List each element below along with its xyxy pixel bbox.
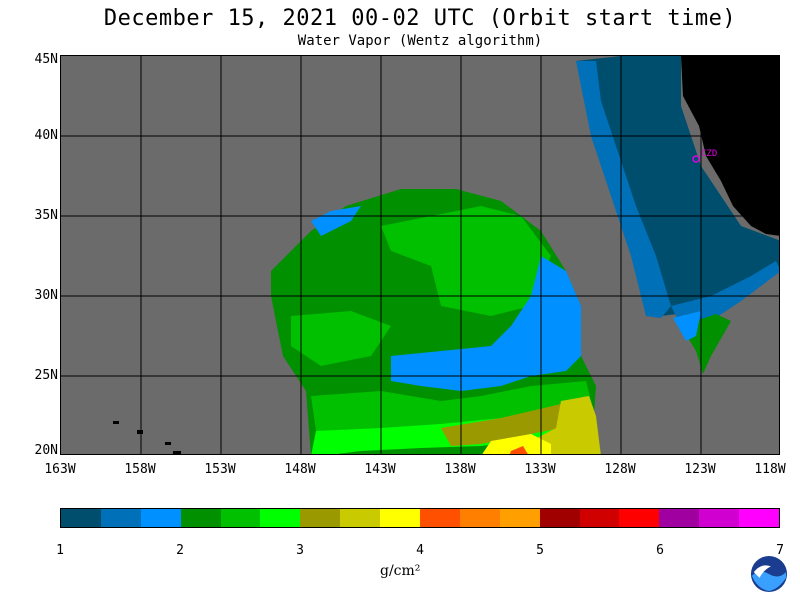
lat-label-30n: 30N — [34, 288, 58, 303]
colorbar-swatch — [260, 509, 301, 527]
noaa-logo-icon — [750, 555, 788, 593]
colorbar-swatch — [739, 509, 780, 527]
station-marker-icon — [692, 155, 700, 163]
map-canvas: CZD — [61, 56, 779, 454]
swath-region-mid-blue-tail — [671, 261, 779, 326]
graticule — [61, 56, 779, 454]
swath-region-bright-green-2 — [291, 311, 391, 366]
lat-label-20n: 20N — [34, 443, 58, 458]
colorbar-tick-3: 3 — [296, 543, 304, 558]
lon-label-118w: 118W — [754, 462, 786, 477]
colorbar-swatch — [380, 509, 421, 527]
swath-region-blue-top — [311, 206, 361, 236]
colorbar-swatch — [300, 509, 341, 527]
colorbar-swatch — [100, 509, 141, 527]
colorbar-swatch — [579, 509, 620, 527]
map-subtitle: Water Vapor (Wentz algorithm) — [297, 33, 543, 49]
colorbar — [60, 508, 780, 528]
lon-label-133w: 133W — [524, 462, 556, 477]
colorbar-swatch — [459, 509, 500, 527]
lon-label-143w: 143W — [364, 462, 396, 477]
colorbar-tick-5: 5 — [536, 543, 544, 558]
island-kauai — [113, 421, 119, 424]
colorbar-swatch — [539, 509, 580, 527]
lon-label-123w: 123W — [684, 462, 716, 477]
east-swath — [576, 56, 779, 374]
swath-region-blue-band — [391, 256, 581, 391]
lon-label-163w: 163W — [44, 462, 76, 477]
swath-region-khaki — [531, 396, 601, 454]
colorbar-swatch — [499, 509, 540, 527]
colorbar-tick-1: 1 — [56, 543, 64, 558]
lat-label-25n: 25N — [34, 368, 58, 383]
north-america-landmass — [681, 56, 779, 236]
lat-label-40n: 40N — [34, 128, 58, 143]
lon-label-148w: 148W — [284, 462, 316, 477]
colorbar-tick-2: 2 — [176, 543, 184, 558]
lon-label-158w: 158W — [124, 462, 156, 477]
swath-region-mid-blue-edge — [576, 61, 671, 318]
colorbar-swatch — [220, 509, 261, 527]
hawaiian-islands — [113, 421, 181, 454]
island-oahu — [137, 430, 143, 434]
lat-label-35n: 35N — [34, 208, 58, 223]
island-maui — [165, 442, 171, 445]
swath-region-dark-teal — [576, 56, 779, 316]
lon-label-153w: 153W — [204, 462, 236, 477]
swath-region-olive — [441, 396, 591, 446]
island-hawaii — [173, 451, 181, 454]
lon-label-128w: 128W — [604, 462, 636, 477]
swath-region-orange — [509, 446, 528, 454]
map-title: December 15, 2021 00-02 UTC (Orbit start… — [103, 6, 737, 31]
colorbar-swatch — [699, 509, 740, 527]
station-label-czd: CZD — [701, 149, 717, 159]
colorbar-tick-4: 4 — [416, 543, 424, 558]
colorbar-swatch — [420, 509, 460, 527]
colorbar-units: g/cm² — [380, 563, 421, 579]
lat-label-45n: 45N — [34, 52, 58, 67]
water-vapor-map: CZD — [60, 55, 780, 455]
colorbar-swatch — [659, 509, 700, 527]
swath-region-blue-tail — [673, 311, 701, 341]
colorbar-swatch — [140, 509, 181, 527]
lon-label-138w: 138W — [444, 462, 476, 477]
swath-region-yellow — [482, 434, 551, 454]
colorbar-swatch — [180, 509, 221, 527]
colorbar-tick-6: 6 — [656, 543, 664, 558]
colorbar-tick-7: 7 — [776, 543, 784, 558]
colorbar-swatch — [619, 509, 660, 527]
colorbar-swatch — [61, 509, 101, 527]
colorbar-swatch — [340, 509, 381, 527]
swath-region-bright-green — [381, 206, 551, 316]
